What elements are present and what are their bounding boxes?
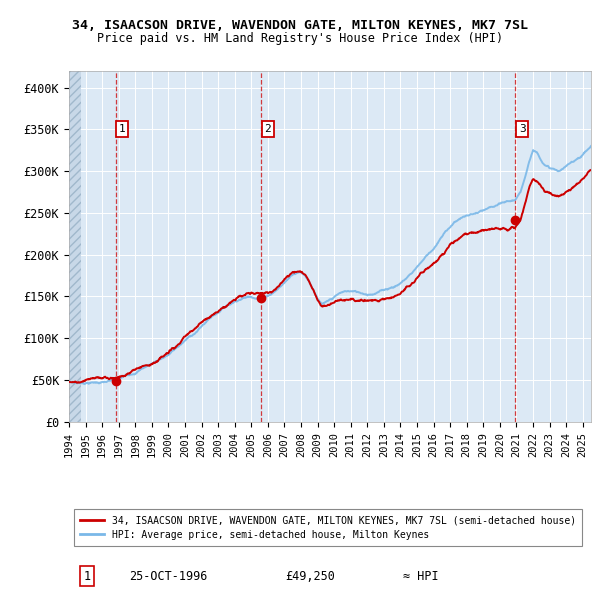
Text: 34, ISAACSON DRIVE, WAVENDON GATE, MILTON KEYNES, MK7 7SL: 34, ISAACSON DRIVE, WAVENDON GATE, MILTO… <box>72 19 528 32</box>
Text: £49,250: £49,250 <box>286 570 335 583</box>
Text: 3: 3 <box>519 124 526 134</box>
Text: ≈ HPI: ≈ HPI <box>403 570 439 583</box>
Legend: 34, ISAACSON DRIVE, WAVENDON GATE, MILTON KEYNES, MK7 7SL (semi-detached house),: 34, ISAACSON DRIVE, WAVENDON GATE, MILTO… <box>74 509 582 546</box>
Bar <box>69 71 80 422</box>
Text: 1: 1 <box>119 124 125 134</box>
Text: 25-OCT-1996: 25-OCT-1996 <box>129 570 208 583</box>
Text: Price paid vs. HM Land Registry's House Price Index (HPI): Price paid vs. HM Land Registry's House … <box>97 32 503 45</box>
Text: 2: 2 <box>265 124 271 134</box>
Text: 1: 1 <box>84 570 91 583</box>
